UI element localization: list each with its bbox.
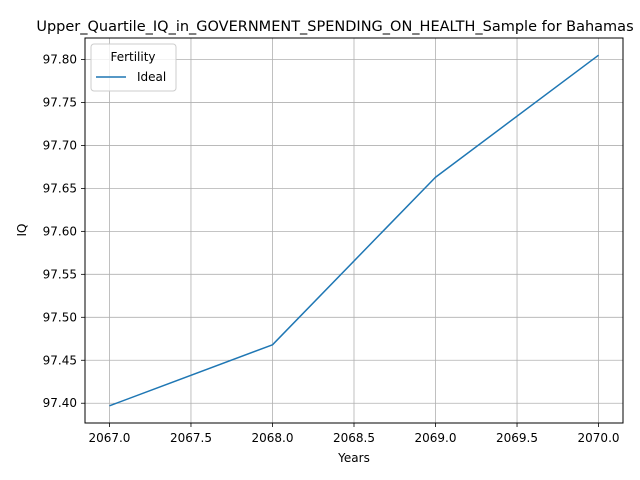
y-tick-label: 97.50 <box>43 310 77 324</box>
x-tick-label: 2069.0 <box>415 431 457 445</box>
legend: Fertility Ideal <box>90 43 177 92</box>
y-tick-label: 97.65 <box>43 181 77 195</box>
legend-label-ideal: Ideal <box>137 70 166 84</box>
x-tick-label: 2068.0 <box>251 431 293 445</box>
series-line-ideal <box>109 54 599 407</box>
x-tick-label: 2068.5 <box>333 431 375 445</box>
x-axis-label: Years <box>337 451 370 465</box>
legend-box <box>90 43 177 92</box>
y-tick-label: 97.75 <box>43 95 77 109</box>
y-axis-label: IQ <box>15 224 29 237</box>
y-tick-label: 97.45 <box>43 353 77 367</box>
series-layer <box>109 54 599 407</box>
legend-title: Fertility <box>110 50 155 64</box>
x-tick-label: 2069.5 <box>496 431 538 445</box>
x-tick-label: 2067.5 <box>170 431 212 445</box>
y-tick-label: 97.80 <box>43 52 77 66</box>
y-axis: 97.40 97.45 97.50 97.55 97.60 97.65 97.70 97.75… <box>43 52 85 410</box>
x-axis: 2067.0 2067.5 2068.0 2068.5 2069.0 2069.5 2070… <box>88 423 620 445</box>
x-tick-label: 2067.0 <box>88 431 130 445</box>
x-tick-label: 2070.0 <box>578 431 620 445</box>
y-tick-label: 97.70 <box>43 138 77 152</box>
y-tick-label: 97.40 <box>43 396 77 410</box>
grid-lines <box>85 38 623 423</box>
y-tick-label: 97.55 <box>43 267 77 281</box>
y-tick-label: 97.60 <box>43 224 77 238</box>
chart-title: Upper_Quartile_IQ_in_GOVERNMENT_SPENDING… <box>36 19 633 35</box>
